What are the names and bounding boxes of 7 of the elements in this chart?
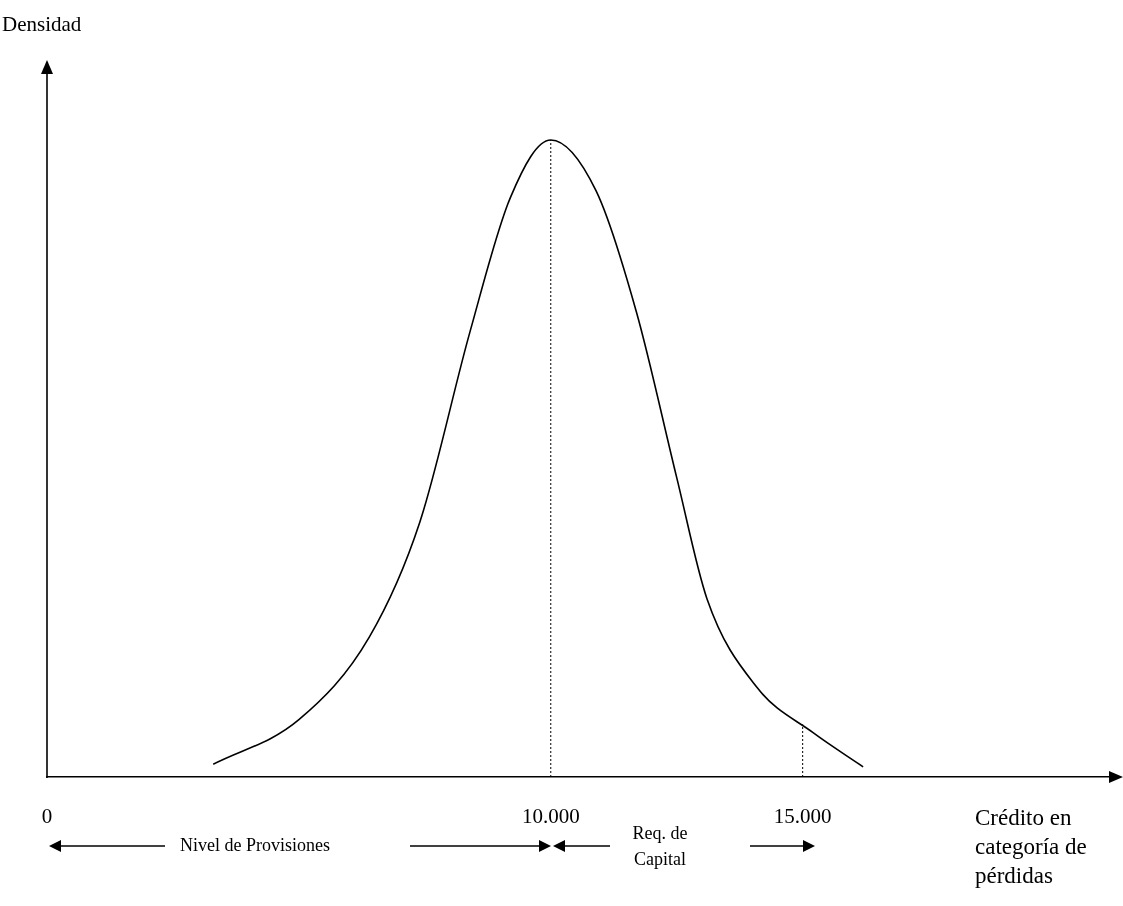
text: Req. de Capital — [631, 822, 689, 871]
x-tick-label: 0 — [41, 804, 53, 829]
y-axis-title: Densidad — [2, 12, 82, 37]
text: Nivel de Provisiones — [180, 835, 330, 856]
x-axis-title: Crédito en categoría de pérdidas — [975, 804, 1088, 890]
x-tick-label: 10.000 — [521, 804, 580, 829]
x-tick-label: 15.000 — [773, 804, 832, 829]
